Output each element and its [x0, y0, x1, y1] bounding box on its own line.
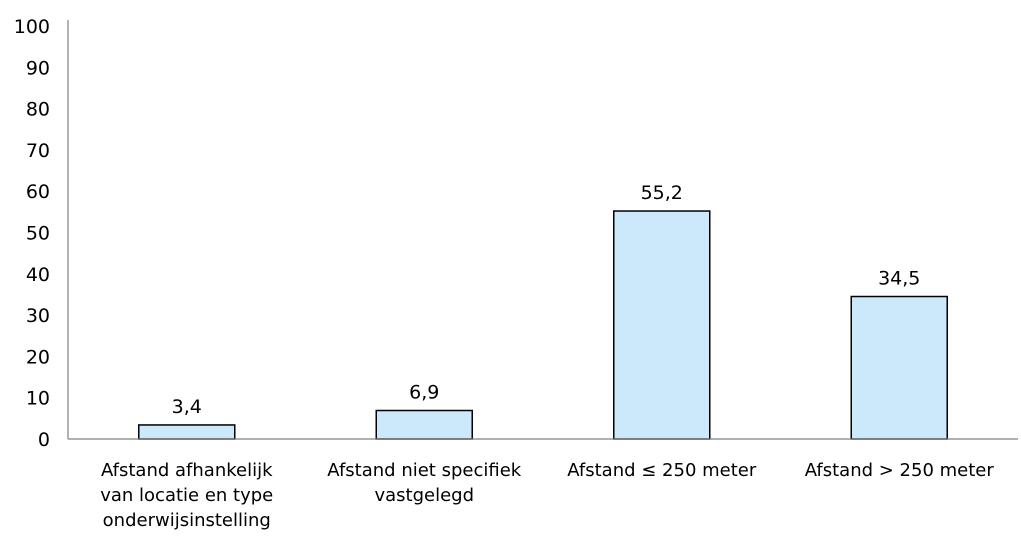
- y-tick-label: 30: [26, 305, 50, 327]
- x-tick-label: Afstand niet specifiek vastgelegd: [327, 460, 521, 506]
- y-tick-label: 70: [26, 140, 50, 162]
- x-tick-label: Afstand > 250 meter: [805, 460, 995, 481]
- bar: [138, 424, 236, 440]
- y-tick-label: 10: [26, 388, 50, 410]
- y-tick-label: 20: [26, 346, 50, 368]
- bar: [850, 295, 948, 440]
- x-tick-label-line: Afstand afhankelijk: [101, 460, 273, 481]
- y-tick-label: 50: [26, 223, 50, 245]
- y-tick-label: 100: [14, 16, 50, 38]
- x-tick-label-line: van locatie en type: [100, 485, 273, 506]
- x-tick-label: Afstand afhankelijk van locatie en type on…: [100, 460, 273, 531]
- y-tick-label: 90: [26, 57, 50, 79]
- x-tick-label: Afstand ≤ 250 meter: [567, 460, 757, 481]
- y-tick-label: 80: [26, 99, 50, 121]
- y-tick-label: 60: [26, 181, 50, 203]
- y-tick-label: 40: [26, 264, 50, 286]
- y-tick-label: 0: [38, 429, 50, 451]
- labels-layer: 0 10 20 30 40 50 60 70 80 90 100 3,4 Afstand afhanke…: [14, 16, 995, 531]
- x-tick-label-line: Afstand ≤ 250 meter: [567, 460, 757, 481]
- bar: [613, 210, 711, 440]
- axes-layer: [67, 20, 1018, 440]
- x-tick-label-line: vastgelegd: [374, 485, 474, 506]
- x-tick-label-line: onderwijsinstelling: [103, 510, 271, 531]
- data-label: 34,5: [878, 268, 920, 290]
- x-tick-label-line: Afstand > 250 meter: [805, 460, 995, 481]
- data-label: 3,4: [172, 396, 202, 418]
- data-label: 55,2: [641, 182, 683, 204]
- bar: [375, 409, 473, 440]
- data-label: 6,9: [409, 382, 439, 404]
- x-tick-label-line: Afstand niet specifiek: [327, 460, 521, 481]
- bars-layer: [138, 210, 948, 440]
